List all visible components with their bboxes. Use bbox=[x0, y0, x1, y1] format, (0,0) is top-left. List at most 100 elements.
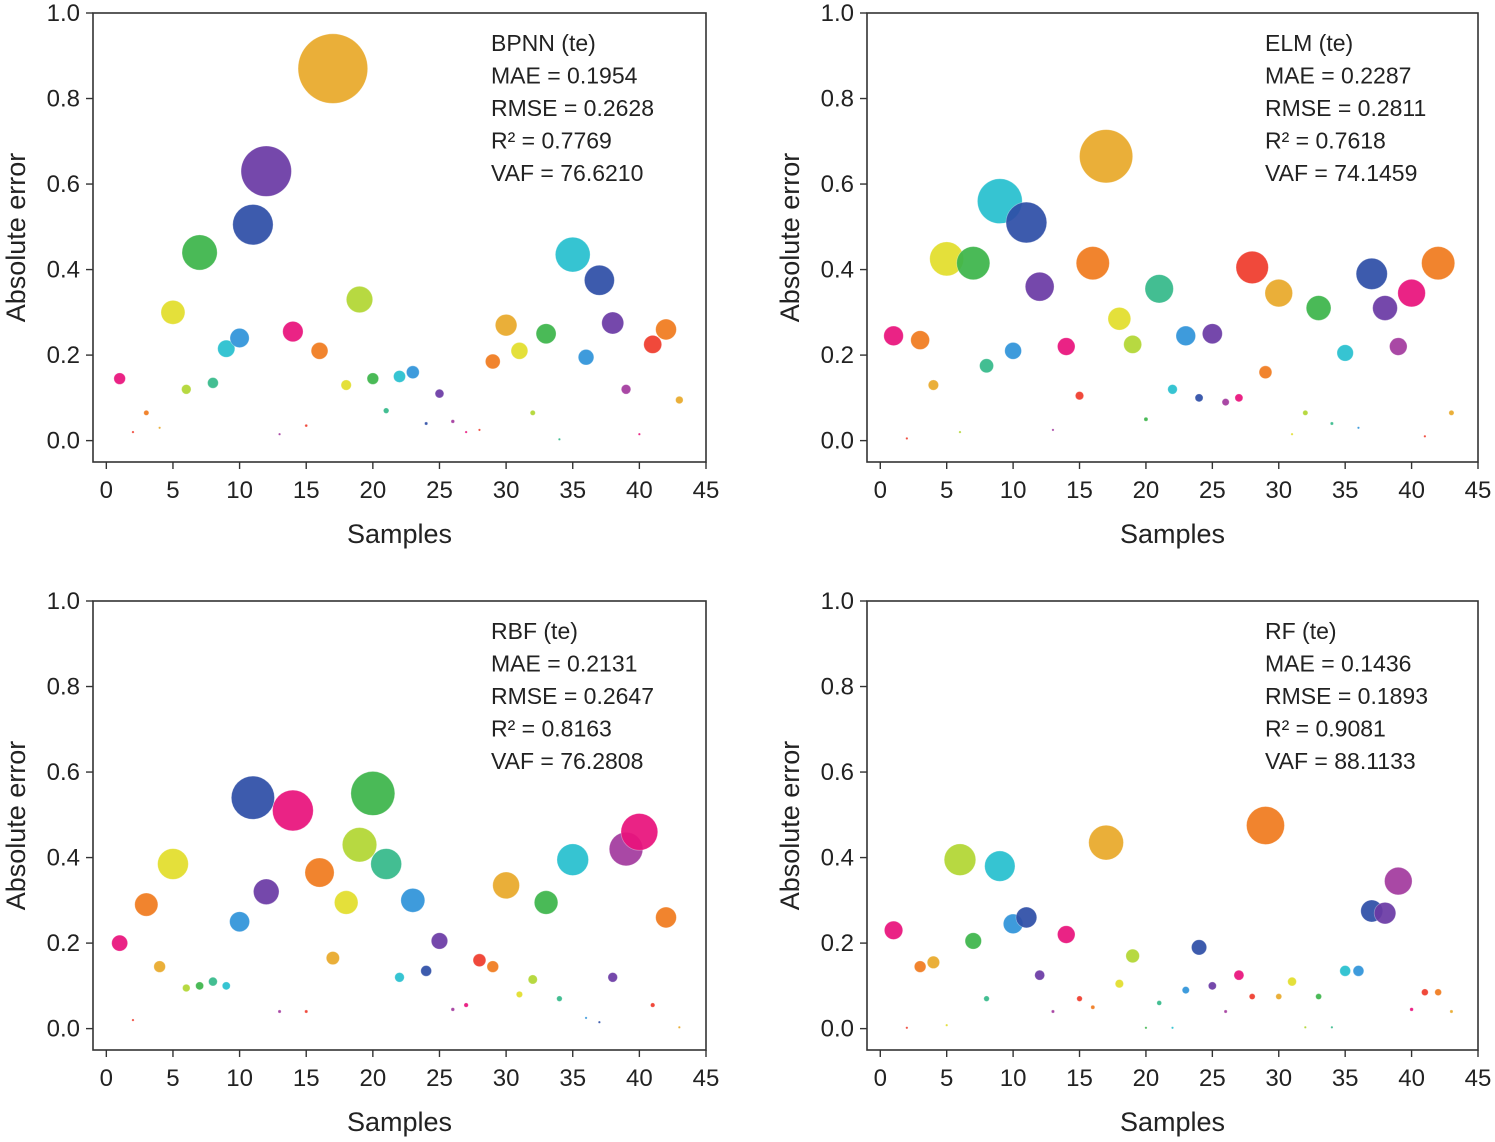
bubble-point bbox=[1051, 428, 1055, 432]
bubble-point bbox=[1034, 969, 1046, 981]
bubble-point bbox=[1409, 1007, 1414, 1012]
model-title: RF (te) bbox=[1265, 618, 1337, 644]
x-tick-label: 20 bbox=[1133, 1065, 1160, 1092]
bubble-point bbox=[424, 421, 429, 426]
y-tick-label: 1.0 bbox=[47, 588, 80, 615]
bubble-point bbox=[111, 934, 129, 952]
bubble-point bbox=[484, 353, 501, 370]
bubble-point bbox=[533, 890, 559, 915]
bubble-point bbox=[420, 965, 432, 977]
y-tick-label: 0.2 bbox=[47, 930, 80, 957]
x-tick-label: 45 bbox=[693, 477, 720, 504]
bubble-point bbox=[131, 1018, 135, 1022]
x-axis-title: Samples bbox=[1120, 1107, 1225, 1137]
y-axis-title: Absolute error bbox=[1, 741, 31, 911]
bubble-point bbox=[464, 430, 468, 434]
bubble-point bbox=[1330, 1025, 1334, 1029]
bubble-point bbox=[1287, 976, 1297, 987]
x-tick-label: 0 bbox=[874, 1065, 887, 1092]
bubble-point bbox=[1258, 365, 1273, 380]
x-tick-label: 40 bbox=[626, 1065, 653, 1092]
y-tick-label: 0.2 bbox=[821, 930, 854, 957]
bubble-point bbox=[983, 995, 990, 1002]
bubble-point bbox=[655, 906, 677, 929]
bubble-point bbox=[1233, 969, 1245, 981]
plot-frame bbox=[92, 600, 707, 1051]
stat-line: MAE = 0.1954 bbox=[491, 63, 638, 89]
bubble-point bbox=[1352, 965, 1365, 977]
y-tick-label: 0.0 bbox=[821, 1016, 854, 1043]
bubble-point bbox=[1079, 129, 1134, 184]
stat-line: R² = 0.8163 bbox=[491, 716, 612, 742]
bubble-point bbox=[195, 981, 205, 991]
bubble-point bbox=[1336, 344, 1354, 362]
bubble-point bbox=[160, 299, 186, 325]
bubble-point bbox=[325, 951, 340, 966]
x-tick-label: 25 bbox=[426, 477, 453, 504]
model-title: BPNN (te) bbox=[491, 30, 596, 56]
x-tick-label: 25 bbox=[426, 1065, 453, 1092]
bubble-point bbox=[341, 827, 378, 863]
x-tick-label: 5 bbox=[940, 477, 953, 504]
bubble-point bbox=[984, 850, 1016, 882]
y-tick-label: 1.0 bbox=[821, 0, 854, 27]
bubble-point bbox=[556, 995, 563, 1002]
bubble-point bbox=[1144, 274, 1174, 304]
y-tick-label: 0.6 bbox=[47, 171, 80, 198]
bubble-point bbox=[406, 365, 420, 380]
y-tick-label: 0.4 bbox=[47, 257, 80, 284]
y-tick-label: 0.8 bbox=[821, 674, 854, 701]
x-axis-title: Samples bbox=[1120, 519, 1225, 549]
bubble-point bbox=[131, 430, 135, 434]
bubble-point bbox=[1339, 965, 1351, 977]
bubble-point bbox=[143, 409, 150, 416]
bubble-point bbox=[1303, 1025, 1307, 1029]
x-axis-title: Samples bbox=[347, 519, 452, 549]
bubble-point bbox=[1156, 1000, 1163, 1006]
y-axis-title: Absolute error bbox=[1, 153, 31, 323]
bubble-point bbox=[207, 377, 219, 389]
bubble-point bbox=[232, 204, 274, 246]
bubble-point bbox=[1315, 993, 1323, 1000]
bubble-point bbox=[943, 843, 977, 876]
x-tick-label: 35 bbox=[559, 477, 586, 504]
y-tick-label: 0.8 bbox=[47, 674, 80, 701]
bubble-point bbox=[1167, 384, 1178, 395]
bubble-point bbox=[297, 33, 369, 104]
x-tick-label: 35 bbox=[1332, 477, 1359, 504]
bubble-point bbox=[450, 1007, 456, 1012]
stat-line: R² = 0.7618 bbox=[1265, 128, 1386, 154]
bubble-point bbox=[229, 911, 250, 933]
x-tick-label: 15 bbox=[1066, 1065, 1093, 1092]
bubble-point bbox=[382, 407, 390, 414]
bubble-point bbox=[677, 1025, 681, 1029]
x-tick-label: 0 bbox=[874, 477, 887, 504]
bubble-point bbox=[1143, 416, 1149, 422]
x-tick-label: 45 bbox=[1465, 1065, 1492, 1092]
bubble-point bbox=[1181, 986, 1190, 995]
bubble-point bbox=[1221, 398, 1230, 407]
x-tick-label: 25 bbox=[1199, 1065, 1226, 1092]
model-title: RBF (te) bbox=[491, 618, 578, 644]
bubble-point bbox=[1223, 1009, 1228, 1014]
bubble-point bbox=[1076, 995, 1083, 1002]
bubble-point bbox=[1201, 323, 1223, 345]
bubble-point bbox=[1074, 391, 1085, 401]
bubble-point bbox=[157, 848, 189, 880]
x-tick-label: 20 bbox=[359, 477, 386, 504]
bubble-point bbox=[584, 1016, 588, 1020]
y-tick-label: 0.4 bbox=[47, 845, 80, 872]
x-tick-label: 45 bbox=[693, 1065, 720, 1092]
bubble-point bbox=[304, 1009, 309, 1014]
stat-line: RMSE = 0.2811 bbox=[1265, 95, 1426, 121]
bubbles bbox=[113, 33, 684, 441]
bubble-point bbox=[1329, 421, 1334, 426]
bubbles bbox=[111, 771, 681, 1029]
x-tick-label: 5 bbox=[166, 477, 179, 504]
bubble-point bbox=[1057, 337, 1076, 356]
bubble-point bbox=[1275, 993, 1283, 1000]
bubbles bbox=[883, 129, 1456, 441]
bubble-point bbox=[607, 972, 618, 983]
bubble-point bbox=[1384, 866, 1413, 896]
chart-panel-3: 0 5 10 15 20 25 30 35 40 45 0.0 0.2 0.4 0.6 0.8 1.0 Samp… bbox=[1, 588, 719, 1137]
